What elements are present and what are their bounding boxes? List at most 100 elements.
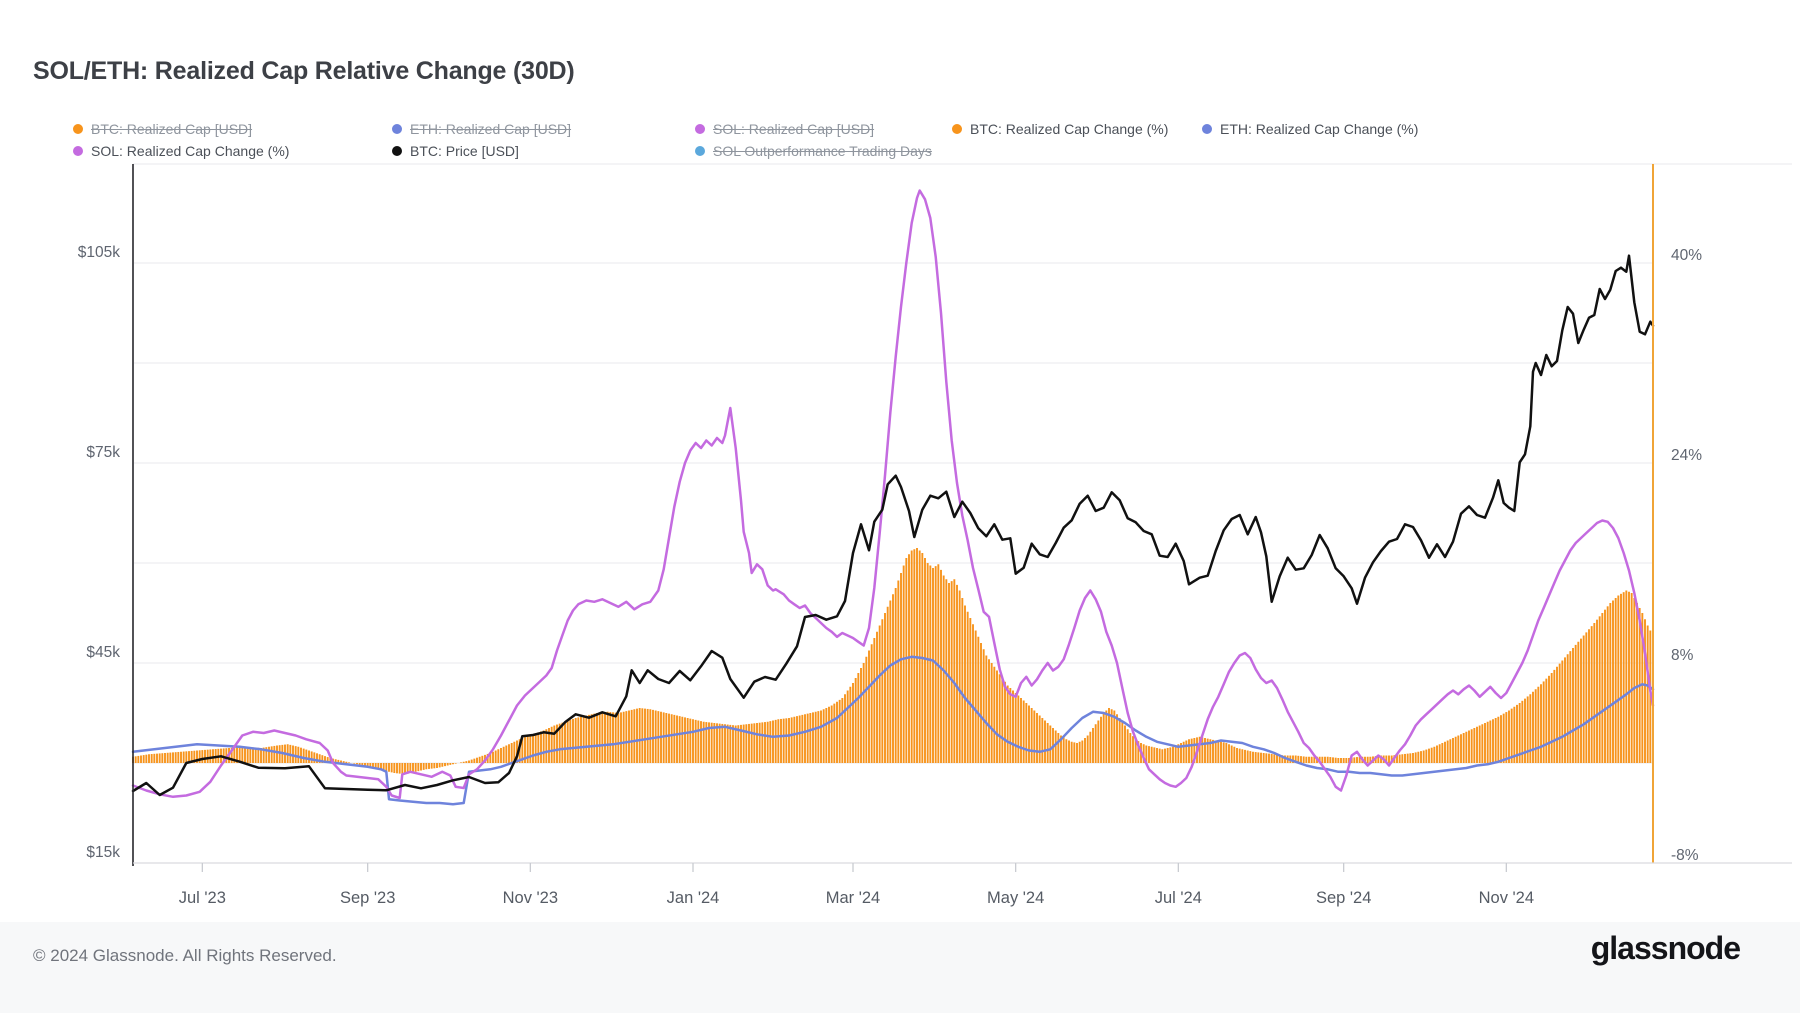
bar [668,713,670,764]
legend-item-6[interactable]: BTC: Price [USD] [392,142,519,162]
legend-item-label: BTC: Price [USD] [410,143,519,159]
bar [793,716,796,763]
bar [1430,747,1433,763]
bar [1385,755,1388,763]
bar [1556,666,1558,763]
bar [1433,746,1436,763]
bar [748,723,750,763]
bar [566,720,569,763]
bar [409,763,412,773]
line-series-1 [131,189,1655,800]
bar [1297,755,1300,763]
bar [137,755,140,763]
bar [1481,724,1484,763]
bar [1118,718,1121,763]
bar [465,761,468,764]
bar [828,706,830,763]
bar [1396,754,1398,764]
bar [550,726,553,763]
bar [598,712,601,763]
bar [553,725,556,763]
bar [1209,739,1212,763]
bar [1564,657,1566,764]
bar [454,763,457,764]
bar [500,748,502,763]
bar [1582,635,1585,763]
bar [1012,690,1014,763]
legend-item-1[interactable]: ETH: Realized Cap [USD] [392,120,571,140]
bar [1108,708,1110,763]
bar [1329,757,1332,763]
bar [1417,751,1420,763]
legend-item-0[interactable]: BTC: Realized Cap [USD] [73,120,252,140]
bar [1137,741,1140,764]
bar-series-btc-realized-cap-change [132,548,1654,775]
bar [681,716,684,763]
bar [422,763,425,770]
legend-item-5[interactable]: SOL: Realized Cap Change (%) [73,142,289,162]
bar [996,670,998,763]
bar [412,763,414,773]
bar [964,605,966,763]
bar [1172,746,1174,763]
bar [998,674,1001,763]
bar [265,747,268,763]
legend-item-4[interactable]: ETH: Realized Cap Change (%) [1202,120,1418,140]
bar [1273,754,1276,763]
bar [1150,746,1153,763]
bar [1358,756,1361,763]
bar [1590,626,1593,764]
bar [873,638,876,763]
footer-band [0,922,1800,1013]
legend-item-3[interactable]: BTC: Realized Cap Change (%) [952,120,1168,140]
bar [302,748,305,764]
bar [1625,590,1628,763]
bar [204,749,206,764]
bar [372,763,374,768]
bar [425,763,428,770]
bar [462,761,465,763]
legend-item-2[interactable]: SOL: Realized Cap [USD] [695,120,874,140]
bar [985,655,988,763]
bar [1606,606,1609,763]
bar [145,754,148,763]
bar [1545,678,1548,764]
bar [1612,600,1614,763]
bar [1265,753,1268,763]
bar [774,719,777,764]
bar [206,749,209,763]
legend-dot-icon [695,146,705,156]
bar [1444,741,1446,763]
bar [1054,730,1057,763]
y-axis-left-tick-label: $15k [86,844,120,861]
bar [385,763,388,772]
bar [1334,757,1337,763]
bar [1502,713,1505,764]
bar [348,762,350,764]
bar [1030,708,1033,763]
glassnode-logo: glassnode [1590,930,1741,966]
bar [441,763,444,767]
bar [718,723,721,764]
bar [804,714,806,763]
bar [756,723,758,763]
bar [297,746,300,763]
bar [1262,753,1265,763]
bar [1390,755,1393,763]
legend-item-7[interactable]: SOL Outperformance Trading Days [695,142,932,162]
bar [1089,731,1092,763]
bar [569,719,572,764]
bar [710,722,713,763]
bar [646,708,649,763]
bar [1158,748,1161,764]
bar [953,579,956,763]
legend-dot-icon [73,146,83,156]
bar [444,763,446,767]
bar [134,756,137,763]
bar [697,720,700,763]
bar [1105,710,1108,763]
bar [313,752,316,764]
bar [1190,738,1193,764]
bar [142,755,145,763]
